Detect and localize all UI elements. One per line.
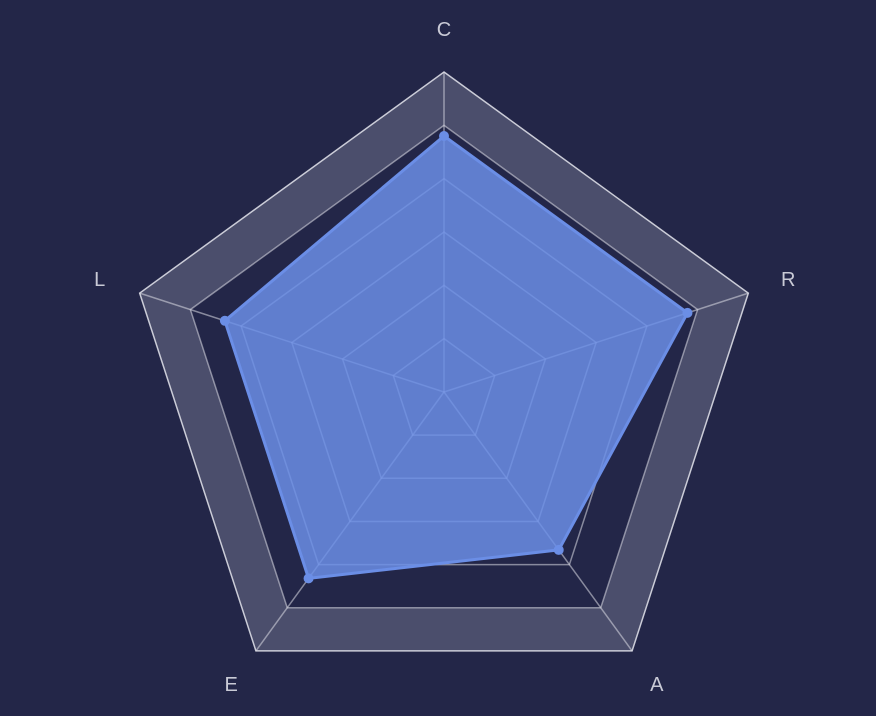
radar-point-e[interactable]: [303, 573, 314, 584]
radar-ring: [138, 71, 750, 652]
radar-label-c: C: [437, 19, 451, 41]
radar-point-c[interactable]: [439, 131, 449, 141]
radar-label-a: A: [650, 674, 664, 696]
radar-outer-band: [139, 72, 749, 651]
radar-series-area: [223, 134, 689, 580]
radar-ring: [189, 124, 699, 609]
radar-label-r: R: [781, 269, 795, 291]
radar-point-l[interactable]: [219, 315, 230, 326]
radar-label-e: E: [225, 674, 238, 696]
radar-label-l: L: [94, 269, 105, 291]
radar-point-r[interactable]: [682, 307, 693, 318]
radar-point-a[interactable]: [553, 544, 564, 555]
radar-series: [219, 131, 693, 584]
radar-labels: C R A E L: [94, 19, 795, 696]
